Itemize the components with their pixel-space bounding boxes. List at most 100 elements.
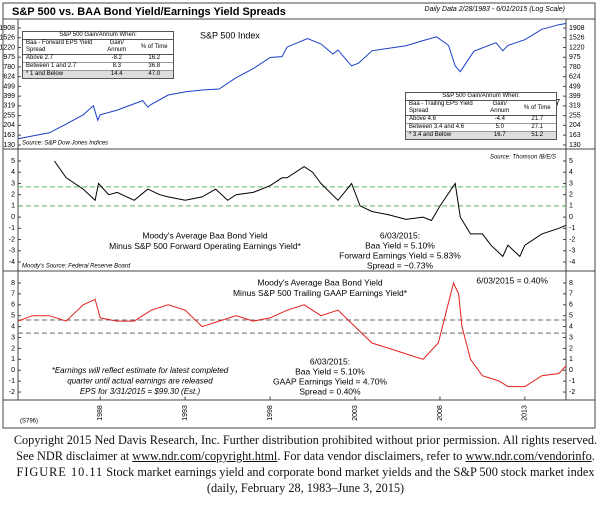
table-cell: 5.0 <box>495 124 504 130</box>
y-tick-label: 6 <box>569 302 573 309</box>
chart: S&P 500 vs. BAA Bond Yield/Earnings Yiel… <box>0 2 596 429</box>
column-header: Gain/ Annum <box>107 40 127 53</box>
y-tick-label: 780 <box>569 64 581 71</box>
figure-caption: FIGURE 10.11 Stock market earnings yield… <box>4 464 607 496</box>
table-cell: Above 2.7 <box>26 55 54 61</box>
link[interactable]: www.ndr.com/copyright.html <box>132 449 278 463</box>
y-tick-label: 4 <box>569 169 573 176</box>
y-tick-label: 255 <box>569 112 581 119</box>
annotation: quarter until actual earnings are releas… <box>67 377 213 386</box>
table-cell: Above 4.6 <box>409 116 437 122</box>
x-tick-label: 2013 <box>522 405 529 421</box>
text: See NDR disclaimer at <box>16 449 133 463</box>
table-cell: Between 1 and 2.7 <box>26 63 77 69</box>
annotation: Moody's Average Baa Bond Yield <box>257 277 383 287</box>
y-tick-label: 4 <box>11 169 15 176</box>
column-header: % of Time <box>140 43 168 50</box>
y-tick-label: 163 <box>569 132 581 139</box>
table-cell: * 1 and Below <box>26 71 64 77</box>
y-tick-label: 1220 <box>569 44 585 51</box>
y-tick-label: 130 <box>3 142 15 149</box>
series-line <box>17 23 567 140</box>
annotation: Forward Earnings Yield = 5.83% <box>339 250 461 260</box>
annotation: EPS for 3/31/2015 = $99.30 (Est.) <box>80 387 201 396</box>
y-tick-label: -1 <box>9 225 15 232</box>
annotation: Spread = −0.73% <box>367 260 434 270</box>
y-tick-label: -2 <box>569 236 575 243</box>
series-line <box>17 281 567 388</box>
y-tick-label: 5 <box>11 313 15 320</box>
table-cell: Between 3.4 and 4.6 <box>409 124 465 130</box>
y-tick-label: -3 <box>569 248 575 255</box>
annotation: Moody's Average Baa Bond Yield <box>142 230 268 240</box>
y-tick-label: 7 <box>569 291 573 298</box>
table-cell: -8.2 <box>111 55 122 61</box>
y-tick-label: 2 <box>569 192 573 199</box>
annotation: GAAP Earnings Yield = 4.70% <box>273 376 387 386</box>
y-tick-label: 975 <box>3 54 15 61</box>
y-tick-label: 1526 <box>0 35 15 42</box>
y-tick-label: 0 <box>11 367 15 374</box>
y-tick-label: 319 <box>569 103 581 110</box>
y-tick-label: 4 <box>11 323 15 330</box>
table-row: * 1 and Below 14.4 47.0 <box>23 70 173 78</box>
table-row: Above 4.6 -4.4 21.7 <box>406 115 556 124</box>
annotation: Minus S&P 500 Trailing GAAP Earnings Yie… <box>233 288 408 298</box>
annotation: Spread = 0.40% <box>299 386 361 396</box>
y-tick-label: 975 <box>569 54 581 61</box>
annotation: 6/03/2015 = 0.40% <box>476 275 548 285</box>
chart-title: S&P 500 vs. BAA Bond Yield/Earnings Yiel… <box>12 6 286 18</box>
y-tick-label: -4 <box>9 259 15 266</box>
y-tick-label: -2 <box>569 389 575 396</box>
table-cell: 8.3 <box>112 63 121 69</box>
figure-label: FIGURE 10.11 <box>16 465 104 479</box>
panel-label: S&P 500 Index <box>200 30 260 40</box>
x-tick-label: 1993 <box>182 405 189 421</box>
y-tick-label: -1 <box>569 378 575 385</box>
y-tick-label: 499 <box>3 83 15 90</box>
table: Baa - Trailing EPS Yield Spread Gain/ Ann… <box>406 101 556 139</box>
stat-table: S&P 500 Gain/Annum When: Baa - Trailing E… <box>405 92 557 140</box>
y-tick-label: 319 <box>3 103 15 110</box>
y-tick-label: 0 <box>569 367 573 374</box>
y-tick-label: 1908 <box>0 25 15 32</box>
y-tick-label: -1 <box>569 225 575 232</box>
y-tick-label: -2 <box>9 389 15 396</box>
column-header: % of Time <box>523 104 551 111</box>
y-tick-label: 204 <box>569 122 581 129</box>
table-cell: 21.7 <box>531 116 544 122</box>
footer-code: (S796) <box>20 419 38 425</box>
stat-table: S&P 500 Gain/Annum When: Baa - Forward EP… <box>22 31 174 79</box>
y-tick-label: 2 <box>11 345 15 352</box>
annotation: Baa Yield = 5.10% <box>365 240 435 250</box>
y-tick-label: 6 <box>11 302 15 309</box>
y-tick-label: 499 <box>569 83 581 90</box>
y-tick-label: 5 <box>569 158 573 165</box>
y-tick-label: 1908 <box>569 25 585 32</box>
annotation: Baa Yield = 5.10% <box>295 366 365 376</box>
column-header: Gain/ Annum <box>490 101 510 114</box>
link[interactable]: www.ndr.com/vendorinfo <box>465 449 592 463</box>
table-header: S&P 500 Gain/Annum When: <box>406 93 556 101</box>
x-tick-label: 1988 <box>97 405 104 421</box>
y-tick-label: 255 <box>3 112 15 119</box>
table-cell: 47.0 <box>148 71 161 77</box>
y-tick-label: 8 <box>569 280 573 287</box>
y-tick-label: 1 <box>569 203 573 210</box>
table-row: Between 1 and 2.7 8.3 36.8 <box>23 62 173 71</box>
table-row: * 3.4 and Below 16.7 51.2 <box>406 131 556 139</box>
annotation: 6/03/2015: <box>310 356 350 366</box>
frame <box>2 2 596 429</box>
y-tick-label: -4 <box>569 259 575 266</box>
y-tick-label: 7 <box>11 291 15 298</box>
y-tick-label: 1 <box>11 203 15 210</box>
y-tick-label: 1220 <box>0 44 15 51</box>
table-cell: 16.7 <box>493 132 506 138</box>
table-row: Above 2.7 -8.2 16.2 <box>23 54 173 63</box>
table-cell: 27.1 <box>531 124 544 130</box>
y-tick-label: 0 <box>11 214 15 221</box>
y-tick-label: -3 <box>9 248 15 255</box>
y-tick-label: 8 <box>11 280 15 287</box>
y-tick-label: 3 <box>569 180 573 187</box>
caption-line: Copyright 2015 Ned Davis Research, Inc. … <box>13 433 598 447</box>
